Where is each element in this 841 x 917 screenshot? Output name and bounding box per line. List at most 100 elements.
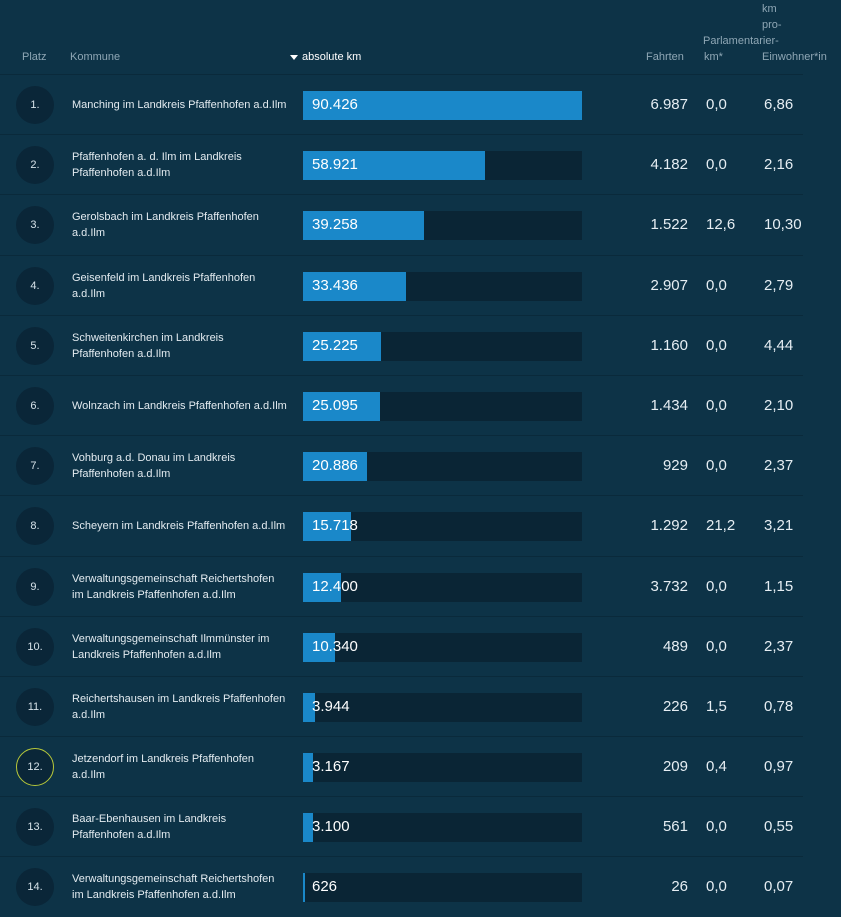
- column-header-fahrten[interactable]: Fahrten: [646, 51, 684, 63]
- km-value: 10.340: [312, 637, 358, 655]
- km-bar-fill: [303, 753, 313, 783]
- table-row[interactable]: 11. Reichertshausen im Landkreis Pfaffenh…: [0, 675, 803, 736]
- km-bar-fill: [303, 331, 381, 361]
- fahrten-value: 26: [671, 878, 688, 896]
- fahrten-value: 1.434: [650, 396, 688, 414]
- rank-badge: 12.: [16, 748, 54, 787]
- km-bar-fill: [303, 692, 316, 722]
- km-bar-fill: [303, 813, 313, 843]
- table-row[interactable]: 7. Vohburg a.d. Donau im Landkreis Pfaffe…: [0, 435, 803, 495]
- km-bar-track: 20.886: [303, 452, 582, 482]
- column-header-absolute-km-label: absolute km: [302, 51, 362, 63]
- km-bar-fill: [303, 211, 425, 241]
- kommune-name: Vohburg a.d. Donau im Landkreis Pfaffenh…: [72, 436, 287, 496]
- column-header-pro-line1[interactable]: km: [762, 3, 777, 15]
- table-row[interactable]: 5. Schweitenkirchen im Landkreis Pfaffenh…: [0, 314, 803, 375]
- table-row[interactable]: 2. Pfaffenhofen a. d. Ilm im Landkreis Pf…: [0, 134, 803, 194]
- column-header-absolute-km[interactable]: absolute km: [290, 51, 361, 64]
- parlamentarier-km-value: 0,0: [706, 637, 727, 655]
- parlamentarier-km-value: 0,0: [706, 156, 727, 174]
- column-header-pro-line3[interactable]: Einwohner*in: [762, 51, 827, 63]
- rank-badge: 2.: [16, 146, 54, 185]
- km-bar-track: 25.095: [303, 391, 582, 421]
- km-pro-einwohner-value: 3,21: [764, 517, 794, 535]
- km-pro-einwohner-value: 0,78: [764, 697, 794, 715]
- table-row[interactable]: 4. Geisenfeld im Landkreis Pfaffenhofen a…: [0, 254, 803, 315]
- km-value: 20.886: [312, 457, 358, 475]
- km-bar-track: 626: [303, 873, 582, 903]
- table-row[interactable]: 6. Wolnzach im Landkreis Pfaffenhofen a.d…: [0, 374, 803, 435]
- km-bar-track: 33.436: [303, 271, 582, 301]
- fahrten-value: 4.182: [650, 156, 688, 174]
- kommune-name: Scheyern im Landkreis Pfaffenhofen a.d.I…: [72, 496, 287, 556]
- kommune-name: Verwaltungsgemeinschaft Ilmmünster im La…: [72, 617, 287, 677]
- fahrten-value: 6.987: [650, 96, 688, 113]
- km-bar-fill: [303, 572, 342, 602]
- table-row[interactable]: 10. Verwaltungsgemeinschaft Ilmmünster im…: [0, 615, 803, 677]
- rank-badge: 5.: [16, 326, 54, 365]
- sort-descending-icon: [290, 54, 298, 60]
- kommune-name-text: Verwaltungsgemeinschaft Ilmmünster im La…: [72, 632, 270, 661]
- kommune-name-text: Scheyern im Landkreis Pfaffenhofen a.d.I…: [72, 520, 286, 533]
- kommune-name-text: Wolnzach im Landkreis Pfaffenhofen a.d.I…: [72, 399, 287, 412]
- parlamentarier-km-value: 0,0: [706, 457, 727, 475]
- km-bar-fill: [303, 512, 352, 542]
- rank-badge: 14.: [16, 868, 54, 907]
- km-value: 12.400: [312, 577, 358, 595]
- kommune-name-text: Baar-Ebenhausen im Landkreis Pfaffenhofe…: [72, 813, 227, 842]
- table-row[interactable]: 9. Verwaltungsgemeinschaft Reichertshofen…: [0, 555, 803, 617]
- parlamentarier-km-value: 0,0: [706, 577, 727, 595]
- parlamentarier-km-value: 0,4: [706, 758, 727, 776]
- column-header-platz[interactable]: Platz: [22, 51, 47, 63]
- kommune-name-text: Reichertshausen im Landkreis Pfaffenhofe…: [72, 692, 286, 721]
- kommune-name: Verwaltungsgemeinschaft Reichertshofen i…: [72, 557, 287, 617]
- kommune-name-text: Pfaffenhofen a. d. Ilm im Landkreis Pfaf…: [72, 151, 242, 180]
- column-header-parlamentarier-line2[interactable]: km*: [704, 51, 723, 63]
- km-bar-fill: [303, 873, 306, 903]
- km-value: 90.426: [312, 96, 358, 113]
- table-row[interactable]: 12. Jetzendorf im Landkreis Pfaffenhofen …: [0, 736, 803, 796]
- kommune-name-text: Schweitenkirchen im Landkreis Pfaffenhof…: [72, 331, 224, 360]
- table-row[interactable]: 8. Scheyern im Landkreis Pfaffenhofen a.d…: [0, 495, 803, 555]
- km-pro-einwohner-value: 1,15: [764, 577, 794, 595]
- km-bar-fill: [303, 452, 368, 482]
- parlamentarier-km-value: 0,0: [706, 878, 727, 896]
- column-header-pro-line2[interactable]: pro-: [762, 19, 782, 31]
- km-bar-track: 3.100: [303, 813, 582, 843]
- kommune-name-text: Verwaltungsgemeinschaft Reichertshofen i…: [72, 572, 275, 601]
- column-header-kommune[interactable]: Kommune: [70, 51, 121, 63]
- fahrten-value: 561: [662, 818, 688, 836]
- fahrten-value: 1.522: [650, 216, 688, 234]
- ranking-table: 1. Manching im Landkreis Pfaffenhofen a.d…: [0, 74, 803, 917]
- rank-badge: 6.: [16, 386, 54, 425]
- kommune-name: Baar-Ebenhausen im Landkreis Pfaffenhofe…: [72, 797, 287, 857]
- km-pro-einwohner-value: 2,10: [764, 396, 794, 414]
- kommune-name: Manching im Landkreis Pfaffenhofen a.d.I…: [72, 75, 287, 135]
- km-bar-fill: [303, 271, 407, 301]
- km-value: 15.718: [312, 517, 358, 535]
- kommune-name-text: Verwaltungsgemeinschaft Reichertshofen i…: [72, 873, 275, 902]
- rank-badge: 1.: [16, 86, 54, 124]
- km-pro-einwohner-value: 0,55: [764, 818, 794, 836]
- km-bar-track: 10.340: [303, 632, 582, 662]
- table-row[interactable]: 13. Baar-Ebenhausen im Landkreis Pfaffenh…: [0, 796, 803, 856]
- fahrten-value: 209: [662, 758, 688, 776]
- km-pro-einwohner-value: 6,86: [764, 96, 794, 113]
- kommune-name: Jetzendorf im Landkreis Pfaffenhofen a.d…: [72, 737, 287, 797]
- kommune-name-text: Jetzendorf im Landkreis Pfaffenhofen a.d…: [72, 753, 255, 782]
- table-row[interactable]: 3. Gerolsbach im Landkreis Pfaffenhofen a…: [0, 194, 803, 254]
- fahrten-value: 226: [662, 697, 688, 715]
- km-bar-track: 3.944: [303, 692, 582, 722]
- parlamentarier-km-value: 0,0: [706, 276, 727, 294]
- column-header-parlamentarier-line1[interactable]: Parlamentarier-: [703, 35, 779, 47]
- km-pro-einwohner-value: 2,16: [764, 156, 794, 174]
- km-pro-einwohner-value: 0,07: [764, 878, 794, 896]
- parlamentarier-km-value: 0,0: [706, 96, 727, 113]
- km-bar-track: 15.718: [303, 512, 582, 542]
- rank-badge: 3.: [16, 206, 54, 245]
- table-row[interactable]: 14. Verwaltungsgemeinschaft Reichertshofe…: [0, 856, 803, 916]
- table-row[interactable]: 1. Manching im Landkreis Pfaffenhofen a.d…: [0, 74, 803, 134]
- parlamentarier-km-value: 1,5: [706, 697, 727, 715]
- kommune-name-text: Vohburg a.d. Donau im Landkreis Pfaffenh…: [72, 452, 236, 481]
- parlamentarier-km-value: 0,0: [706, 818, 727, 836]
